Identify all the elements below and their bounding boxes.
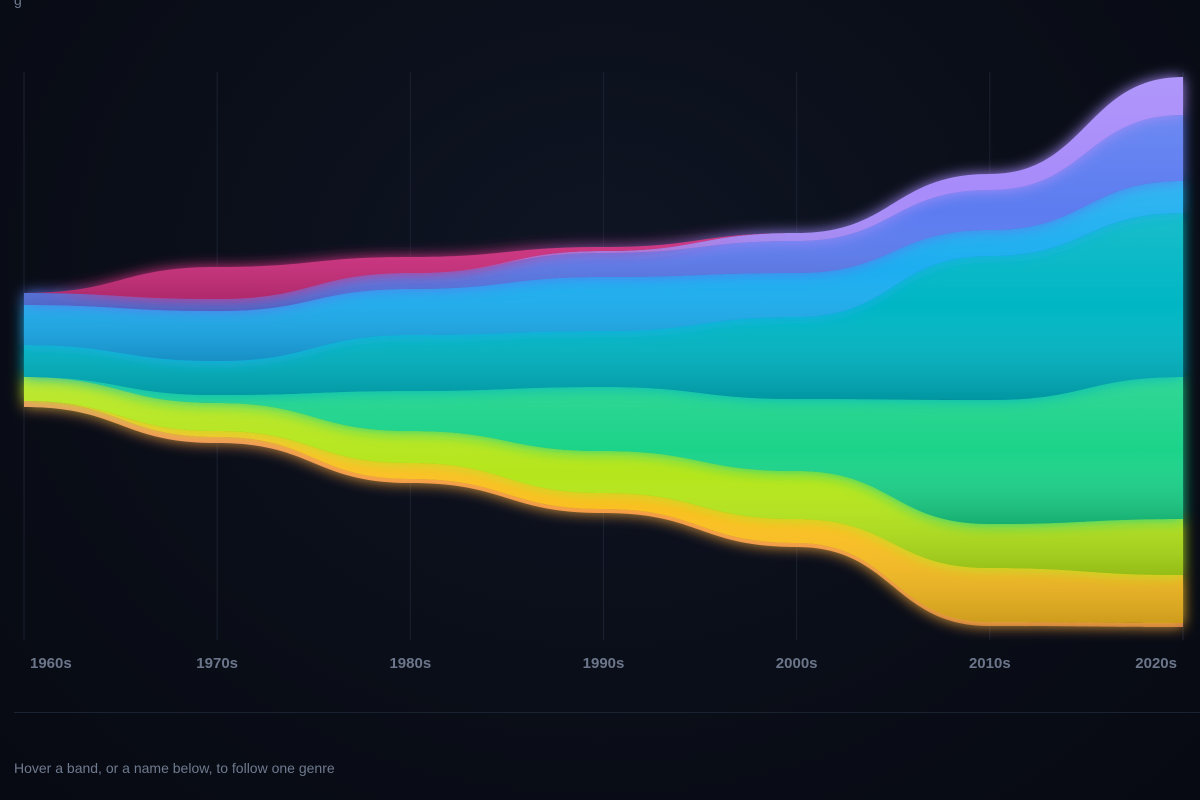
stream-band-shade bbox=[24, 77, 1183, 299]
page-title-clipped: g bbox=[14, 0, 22, 8]
x-tick-label: 2020s bbox=[1135, 655, 1177, 672]
stream-band-9[interactable] bbox=[24, 77, 1183, 299]
hover-hint: Hover a band, or a name below, to follow… bbox=[14, 760, 335, 776]
genre-streamgraph: 1960s 1970s 1980s 1990s 2000s 2010s 2020s bbox=[23, 72, 1184, 672]
x-axis-ticks: 1960s 1970s 1980s 1990s 2000s 2010s 2020s bbox=[30, 655, 1177, 672]
stream-band-shade bbox=[24, 377, 1183, 524]
stream-band-shade bbox=[24, 77, 1183, 299]
stream-band-shade bbox=[24, 181, 1183, 361]
x-tick-label: 2000s bbox=[776, 655, 818, 672]
x-tick-label: 1980s bbox=[389, 655, 431, 672]
stream-band-5[interactable] bbox=[24, 213, 1183, 400]
stream-band-3[interactable] bbox=[24, 377, 1183, 575]
stream-band-6[interactable] bbox=[24, 181, 1183, 361]
stream-band-shade bbox=[24, 401, 1183, 623]
x-tick-label: 1990s bbox=[583, 655, 625, 672]
stream-bands bbox=[24, 77, 1183, 627]
stream-band-shade bbox=[24, 115, 1183, 311]
stream-band-7[interactable] bbox=[24, 115, 1183, 311]
x-tick-label: 1970s bbox=[196, 655, 238, 672]
stream-band-8[interactable] bbox=[24, 77, 1183, 299]
stream-band-shade bbox=[24, 377, 1183, 575]
stream-band-2[interactable] bbox=[24, 401, 1183, 623]
stream-band-4[interactable] bbox=[24, 377, 1183, 524]
x-tick-label: 1960s bbox=[30, 655, 72, 672]
x-tick-label: 2010s bbox=[969, 655, 1011, 672]
stream-band-shade bbox=[24, 213, 1183, 400]
divider-line bbox=[14, 712, 1200, 713]
